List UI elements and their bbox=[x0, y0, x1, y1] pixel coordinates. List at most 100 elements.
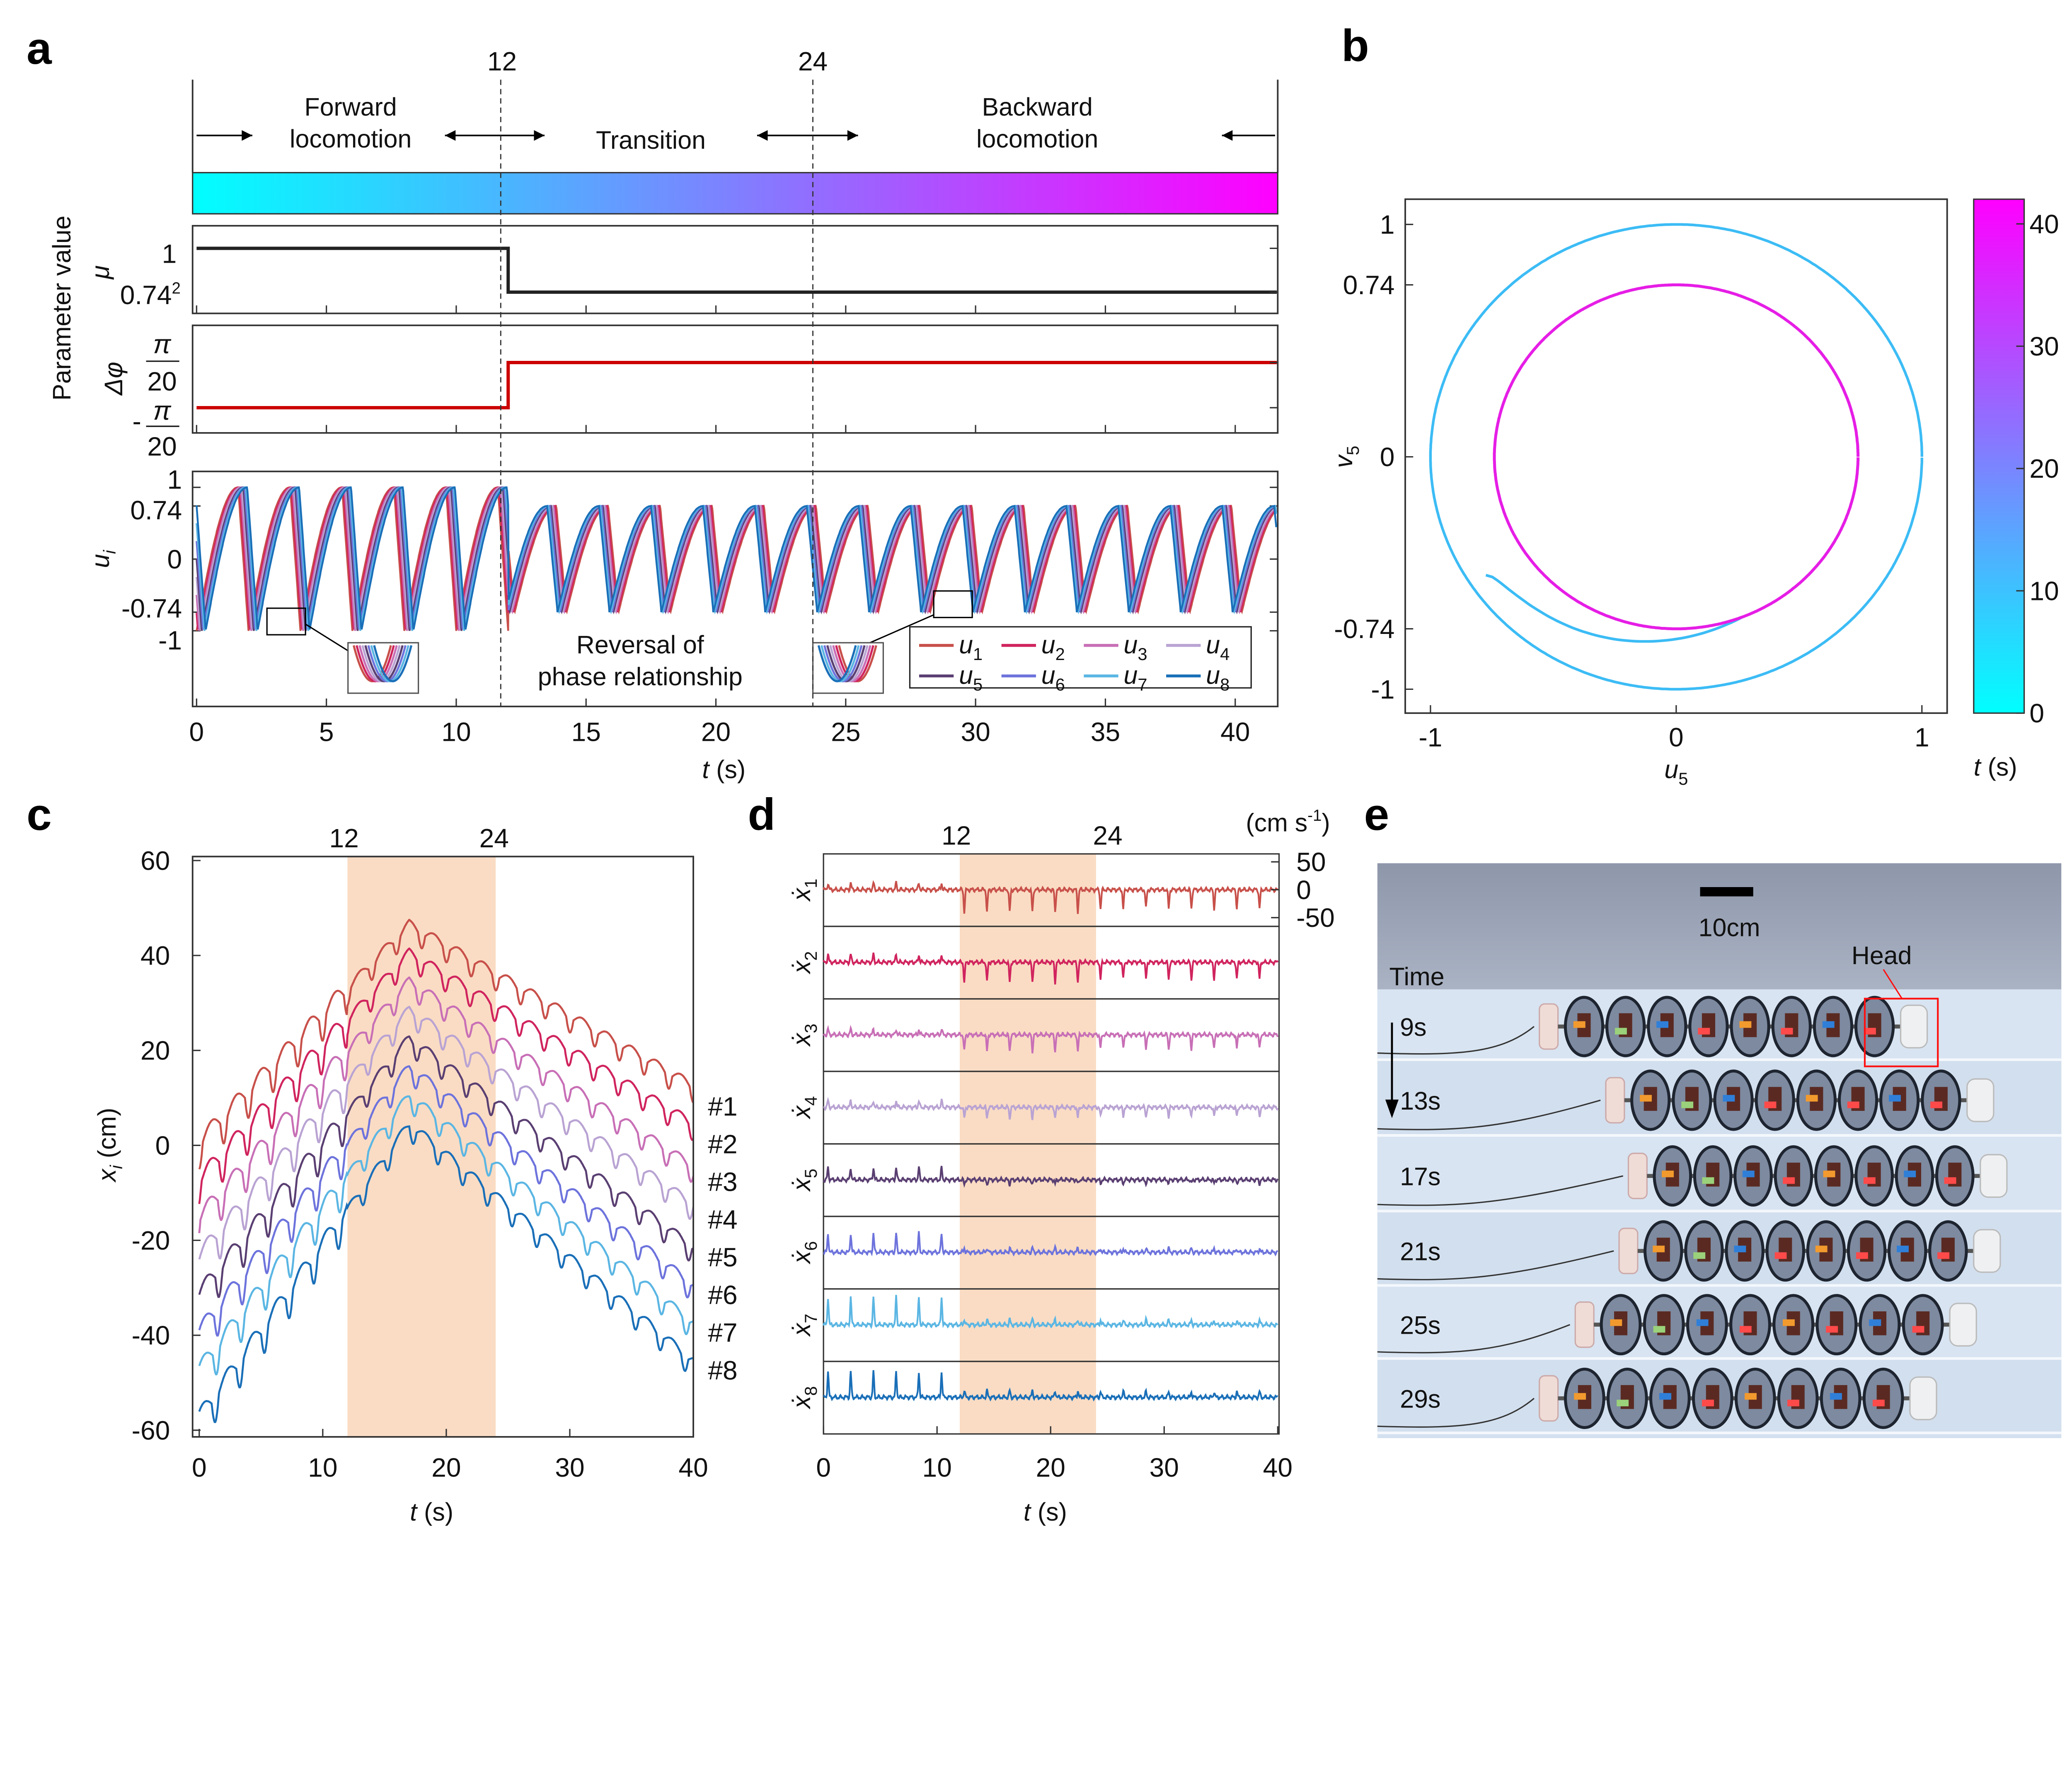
b-colorbar-label: t (s) bbox=[1974, 753, 2017, 781]
c-series-label: #6 bbox=[708, 1280, 737, 1310]
module-marker bbox=[1847, 1101, 1859, 1108]
u-yticks: 10.74 0 -0.74-1 bbox=[121, 464, 1278, 655]
phase-backward-line2: locomotion bbox=[976, 125, 1098, 153]
c-marker-24: 24 bbox=[479, 823, 509, 853]
u-series-8 bbox=[196, 486, 1278, 630]
module-marker bbox=[1653, 1245, 1665, 1253]
d-series-label: ẋ7 bbox=[787, 1314, 821, 1337]
marker-label-24: 24 bbox=[798, 46, 828, 76]
u-series-3 bbox=[196, 486, 1277, 631]
a-xtick-label: 10 bbox=[441, 717, 471, 747]
colorbar-tick-label: 10 bbox=[2029, 576, 2059, 606]
c-series-n1 bbox=[198, 919, 694, 1170]
module-marker bbox=[1659, 1393, 1672, 1400]
module-marker bbox=[1806, 1095, 1818, 1102]
scale-bar-label: 10cm bbox=[1699, 914, 1760, 942]
u-ytick-label: 0 bbox=[167, 544, 182, 574]
mu-axes bbox=[191, 225, 1279, 314]
tether-cable bbox=[1377, 1250, 1614, 1281]
u-series-7 bbox=[196, 486, 1278, 631]
mu-tick-0742: 0.742 bbox=[120, 279, 181, 310]
d-strip-8: ẋ8 bbox=[787, 1361, 1280, 1435]
parameter-value-label: Parameter value bbox=[48, 215, 76, 401]
d-xtick-label: 40 bbox=[1263, 1453, 1293, 1482]
c-series-labels: #1 #2 #3 #4 #5 #6 #7 #8 bbox=[708, 1091, 737, 1385]
photo-frame-13s bbox=[1377, 1061, 2062, 1137]
d-xlabel: t (s) bbox=[1024, 1498, 1067, 1526]
c-ytick-label: 60 bbox=[140, 846, 170, 875]
robot-photo-sequence: 10cm Head Time 9s 13s 17s 21s 25s 29s bbox=[1377, 863, 2062, 1439]
module-marker bbox=[1739, 1021, 1752, 1028]
d-series-label: ẋ3 bbox=[787, 1024, 821, 1047]
frame-time-label: 29s bbox=[1400, 1385, 1440, 1413]
c-series-n2 bbox=[198, 947, 694, 1204]
c-ytick-label: -20 bbox=[132, 1226, 170, 1255]
transition-start-arrow-head bbox=[445, 130, 456, 141]
dphi-axis-label: Δφ bbox=[99, 362, 128, 396]
b-ytick-label: -1 bbox=[1371, 675, 1394, 704]
b-ytick-label: 0.74 bbox=[1343, 270, 1395, 300]
b-outer-limit-cycle bbox=[1429, 223, 1924, 691]
reversal-annotation-line1: Reversal of bbox=[576, 631, 704, 659]
u-ytick-label: -0.74 bbox=[121, 593, 182, 623]
tether-cable bbox=[1377, 1324, 1571, 1354]
d-ytick-label: 50 bbox=[1296, 847, 1326, 877]
module-marker bbox=[1698, 1028, 1710, 1035]
module-marker bbox=[1656, 1021, 1669, 1028]
module-marker bbox=[1889, 1095, 1901, 1102]
time-colorbar bbox=[192, 172, 1278, 215]
c-series-label: #7 bbox=[708, 1318, 737, 1347]
c-marker-12: 12 bbox=[329, 823, 358, 853]
b-ticks: -1 0 1 1 0.74 0 -0.74 -1 bbox=[1334, 210, 1929, 752]
c-transition-shade bbox=[347, 856, 496, 1437]
tail-cap bbox=[1605, 1077, 1625, 1124]
d-xtick-label: 20 bbox=[1036, 1453, 1065, 1482]
c-xtick-label: 30 bbox=[555, 1453, 584, 1482]
u-series-6 bbox=[196, 486, 1276, 630]
panel-label-b: b bbox=[1341, 20, 1369, 71]
module-marker bbox=[1723, 1095, 1735, 1102]
b-colorbar bbox=[1973, 198, 2025, 714]
a-xtick-label: 40 bbox=[1220, 717, 1250, 747]
dphi-step-line bbox=[196, 360, 1277, 409]
a-xtick-label: 15 bbox=[571, 717, 601, 747]
tether-cable bbox=[1377, 1026, 1535, 1055]
dphi-tick-pos-num: π bbox=[153, 329, 172, 359]
module-marker bbox=[1681, 1101, 1694, 1108]
c-series-n5 bbox=[198, 1035, 694, 1298]
legend-label-u6: u6 bbox=[1041, 661, 1065, 694]
figure: a b c d e Parameter value 12 24 Forward … bbox=[27, 20, 2062, 1526]
u-series-5 bbox=[196, 486, 1277, 631]
c-ytick-label: -40 bbox=[132, 1320, 170, 1350]
d-series-label: ẋ1 bbox=[787, 879, 821, 902]
c-series-n8 bbox=[198, 1125, 694, 1423]
module-marker bbox=[1702, 1400, 1714, 1407]
legend-label-u7: u7 bbox=[1124, 661, 1147, 694]
u-series-1 bbox=[196, 486, 1277, 631]
module-marker bbox=[1696, 1319, 1709, 1326]
tail-cap bbox=[1539, 1003, 1559, 1050]
u-legend-entries: u1 u2 u3 u4 u5 u6 u7 u8 bbox=[919, 631, 1230, 694]
dphi-axes bbox=[191, 324, 1279, 434]
d-series-label: ẋ5 bbox=[787, 1169, 821, 1192]
b-xtick-label: 0 bbox=[1669, 722, 1684, 752]
d-marker-24: 24 bbox=[1093, 820, 1122, 850]
transition-end-arrow-head bbox=[847, 130, 858, 141]
module-marker bbox=[1742, 1170, 1755, 1178]
panel-label-c: c bbox=[27, 789, 52, 840]
u-series-4 bbox=[196, 486, 1277, 630]
time-label: Time bbox=[1389, 962, 1445, 991]
b-transition-trajectory bbox=[1485, 574, 1744, 643]
module-marker bbox=[1734, 1245, 1746, 1253]
legend-label-u8: u8 bbox=[1206, 661, 1230, 694]
module-marker bbox=[1774, 1252, 1787, 1259]
c-xtick-label: 40 bbox=[678, 1453, 708, 1482]
legend-label-u2: u2 bbox=[1041, 631, 1065, 664]
panel-d-chart: ẋ1 ẋ2 ẋ3 ẋ4 ẋ5 ẋ6 ẋ7 ẋ8 12 24 (cm s-1) 0 10 20 30 4… bbox=[787, 807, 1335, 1526]
head-cap bbox=[1909, 1376, 1937, 1420]
d-ytick-label: 0 bbox=[1296, 875, 1311, 905]
photo-frame-21s bbox=[1377, 1212, 2062, 1287]
frame-time-label: 17s bbox=[1400, 1163, 1440, 1191]
c-xtick-label: 10 bbox=[308, 1453, 337, 1482]
photo-frame-25s bbox=[1377, 1286, 2062, 1360]
